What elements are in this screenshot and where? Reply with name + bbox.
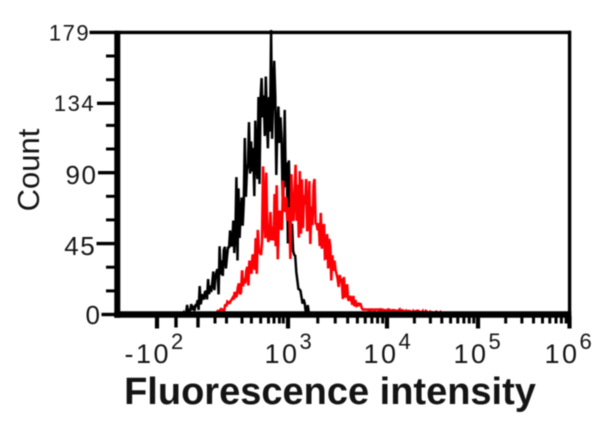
svg-text:104: 104: [364, 329, 414, 369]
svg-text:Fluorescence intensity: Fluorescence intensity: [124, 371, 536, 413]
svg-text:103: 103: [265, 329, 315, 369]
svg-text:106: 106: [545, 329, 595, 369]
svg-text:179: 179: [49, 21, 90, 46]
svg-text:Count: Count: [11, 128, 46, 211]
svg-text:105: 105: [454, 329, 504, 369]
svg-text:0: 0: [86, 300, 102, 330]
svg-text:134: 134: [54, 91, 95, 116]
svg-text:90: 90: [66, 160, 98, 190]
svg-text:-102: -102: [125, 329, 186, 369]
svg-text:45: 45: [64, 231, 96, 261]
